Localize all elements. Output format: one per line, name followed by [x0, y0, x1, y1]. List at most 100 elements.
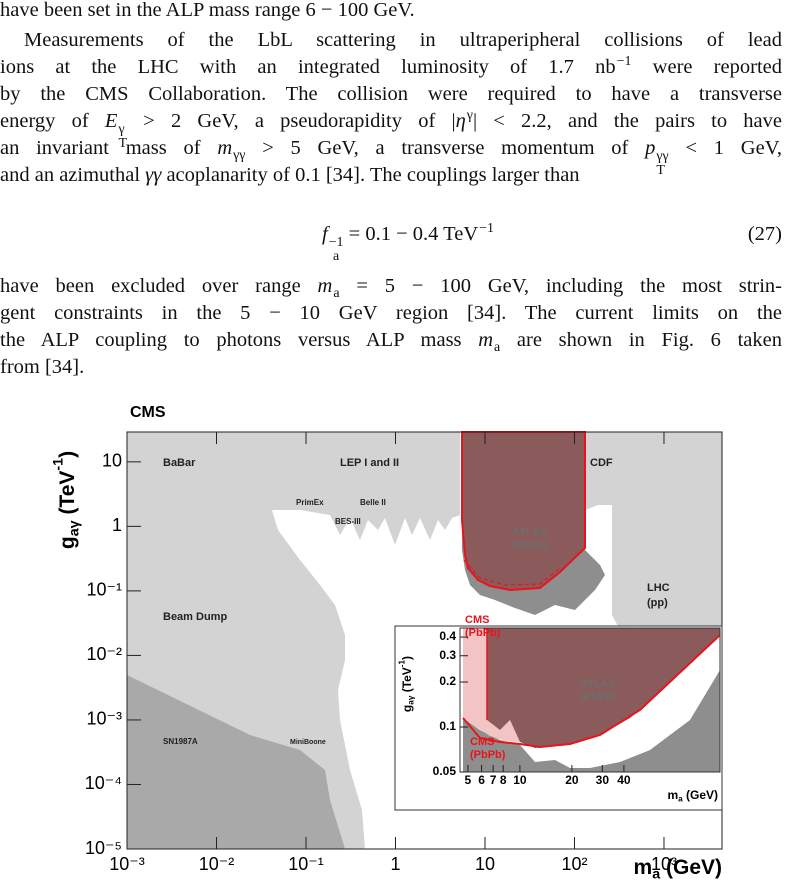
annotation: ATLAS — [580, 678, 616, 690]
math-symbol: m — [317, 275, 333, 297]
math-scripts: −1 — [479, 222, 494, 237]
annotation: LHC — [647, 582, 670, 594]
y-tick-label: 10⁻³ — [86, 709, 122, 729]
math: m γγ — [217, 137, 245, 163]
text-run: acoplanarity of 0.1 [34]. The couplings … — [161, 164, 580, 186]
text-line: Measurements of the LbL scattering in ul… — [0, 27, 782, 54]
superscript: γ — [118, 121, 125, 137]
math-symbol: γγ — [145, 164, 162, 186]
text-line: have been set in the ALP mass range 6 − … — [0, 0, 782, 24]
label-run: ) — [56, 451, 79, 458]
x-tick-label: 10⁻² — [199, 854, 235, 874]
math-symbol: m — [478, 329, 494, 351]
label-run: (GeV) — [683, 788, 718, 802]
text-run: have been set in the ALP mass range 6 − … — [0, 0, 415, 21]
math: −1 — [616, 54, 632, 78]
subscript: T — [656, 163, 665, 179]
superscript: γ — [466, 108, 473, 124]
annotation: LEP I and II — [340, 457, 399, 469]
inset-x-tick-label: 10 — [513, 773, 527, 787]
label-symbol: g — [400, 705, 414, 712]
subscript: a — [333, 285, 340, 301]
annotation: (PbPb) — [465, 627, 501, 639]
label-symbol: g — [56, 536, 79, 549]
x-axis-label: ma (GeV) — [634, 856, 722, 883]
math: γγ — [145, 164, 161, 186]
inset-x-axis-label: ma (GeV) — [667, 788, 718, 804]
region-cdf — [585, 432, 722, 510]
math-symbol: E — [104, 110, 118, 132]
inset-y-tick-label: 0.2 — [439, 674, 456, 688]
math-symbol: m — [217, 137, 233, 159]
annotation: ATLAS — [512, 526, 548, 538]
text-run: < 1 GeV, — [668, 137, 782, 159]
cms-expected — [463, 559, 561, 586]
annotation: BES-III — [335, 517, 361, 526]
inset-frame — [459, 627, 721, 773]
label-run: (TeV — [56, 471, 79, 521]
text-line: the ALP coupling to photons versus ALP m… — [0, 327, 782, 355]
math: −1 — [478, 222, 494, 245]
superscript: −1 — [616, 54, 632, 70]
annotation: CMS — [465, 614, 489, 626]
superscript: −1 — [328, 234, 344, 250]
x-tick-label: 10⁻¹ — [288, 854, 324, 874]
text-run: have been excluded over range — [0, 275, 318, 297]
text-line: and an azimuthal γγ acoplanarity of 0.1 … — [0, 162, 782, 189]
superscript: γγ — [656, 148, 669, 164]
text-line: ions at the LHC with an integrated lumin… — [0, 54, 782, 81]
equation-number: (27) — [747, 223, 782, 245]
annotation: CDF — [590, 457, 613, 469]
x-tick-label: 1 — [390, 854, 400, 874]
annotation: CMS — [470, 736, 494, 748]
x-tick-label: 10² — [561, 854, 587, 874]
y-tick-label: 10⁻² — [86, 644, 122, 664]
text-line: by the CMS Collaboration. The collision … — [0, 81, 782, 108]
annotation: SN1987A — [163, 737, 198, 746]
subscript: a — [333, 249, 340, 265]
inset-y-tick-label: 0.1 — [439, 719, 456, 733]
inset-region-atlas — [463, 670, 720, 772]
math-symbol: f — [321, 223, 328, 245]
inset-x-tick-label: 6 — [478, 773, 485, 787]
text-run: = 5 − 100 GeV, including the most strin- — [339, 275, 782, 297]
label-subscript: aγ — [66, 520, 82, 536]
math-scripts: γ — [467, 109, 473, 124]
text-run: Measurements of the LbL scattering in ul… — [24, 29, 782, 51]
text-run: > 5 GeV, a transverse momentum of — [245, 137, 646, 159]
subscript: a — [494, 339, 501, 355]
subscript: T — [118, 136, 127, 152]
label-symbol: m — [634, 856, 653, 879]
inset-cms-limit — [462, 634, 721, 749]
annotation: (pp) — [647, 597, 668, 609]
text-run: by the CMS Collaboration. The collision … — [0, 83, 782, 105]
inset-y-tick-label: 0.3 — [439, 648, 456, 662]
text-line: gent constraints in the 5 − 10 GeV regio… — [0, 300, 782, 327]
inset-y-axis-label: gaγ (TeV-1) — [398, 656, 416, 712]
y-tick-label: 10⁻⁴ — [85, 773, 122, 793]
text-run: were reported — [631, 56, 782, 78]
math-scripts: γγ — [233, 147, 246, 164]
annotation: MiniBoone — [290, 739, 326, 746]
x-tick-label: 10⁻³ — [109, 854, 145, 874]
text-run: from [34]. — [0, 356, 85, 378]
subscript: γγ — [233, 147, 246, 163]
region-cms — [461, 431, 586, 592]
annotation: (PbPb) — [470, 749, 506, 761]
label-superscript: -1 — [398, 659, 407, 667]
text-run: the ALP coupling to photons versus ALP m… — [0, 329, 479, 351]
annotation: (PbPb) — [580, 691, 616, 703]
text-line: an invariant mass of m γγ > 5 GeV, a tran… — [0, 135, 782, 178]
label-run: (GeV) — [660, 856, 722, 879]
figure-title: CMS — [130, 404, 166, 421]
label-subscript: aγ — [407, 695, 416, 705]
inset-x-tick-label: 5 — [465, 773, 472, 787]
text-run: are shown in Fig. 6 taken — [500, 329, 782, 351]
math: f −1 a — [321, 223, 344, 264]
text-line: from [34]. — [0, 354, 782, 381]
